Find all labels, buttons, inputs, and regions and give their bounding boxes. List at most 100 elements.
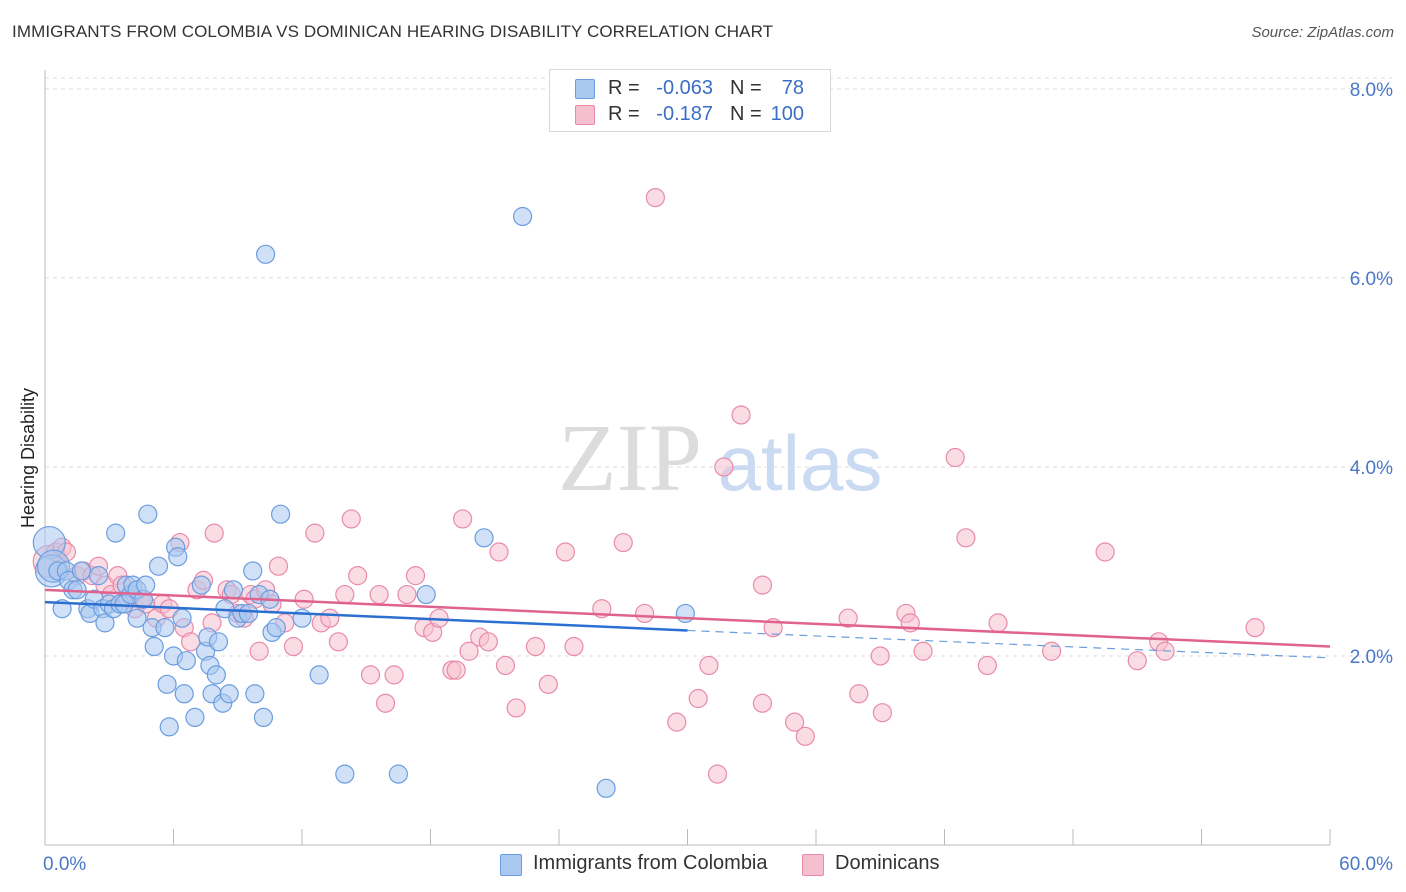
chart-title: IMMIGRANTS FROM COLOMBIA VS DOMINICAN HE…: [12, 22, 774, 41]
dominicans-point: [872, 703, 892, 723]
correlation-stats-box: R = -0.063 N = 78 R = -0.187 N = 100: [549, 69, 831, 132]
r-value: -0.187: [656, 103, 713, 125]
dominicans-point: [348, 566, 368, 586]
colombia-point: [243, 561, 263, 581]
y-tick-label: 4.0%: [1350, 458, 1393, 479]
dominicans-point: [489, 542, 509, 562]
dominicans-point: [752, 575, 773, 595]
colombia-point: [255, 244, 276, 264]
dominicans-point: [446, 660, 466, 680]
dominicans-point: [795, 726, 815, 746]
dominicans-point: [294, 589, 314, 609]
legend-label: Immigrants from Colombia: [533, 852, 768, 874]
dominicans-point: [360, 665, 381, 685]
colombia-trend-line: [44, 600, 688, 632]
colombia-point: [127, 608, 147, 628]
dominicans-point: [977, 655, 997, 676]
colombia-legend-swatch: [500, 854, 522, 876]
colombia-point: [191, 575, 211, 595]
colombia-point: [245, 684, 265, 704]
dominicans-point: [555, 542, 576, 562]
dominicans-swatch: [575, 105, 595, 125]
colombia-point: [206, 665, 226, 685]
dominicans-point: [1127, 651, 1147, 671]
trend-lines: [44, 588, 1331, 659]
y-tick-label: 8.0%: [1350, 80, 1393, 101]
dominicans-point: [506, 698, 526, 718]
dominicans-point: [870, 646, 890, 666]
dominicans-point: [849, 684, 869, 704]
zipatlas-watermark: ZIP atlas: [558, 404, 882, 511]
colombia-point: [174, 684, 194, 704]
dominicans-point: [945, 447, 965, 468]
dominicans-point: [752, 693, 773, 713]
y-tick-label: 2.0%: [1350, 647, 1393, 668]
dominicans-point: [707, 764, 728, 784]
colombia-point: [88, 566, 109, 586]
n-label: N =: [730, 103, 762, 125]
r-label: R =: [608, 103, 640, 125]
colombia-point: [168, 547, 188, 567]
dominicans-point: [635, 603, 655, 624]
source-label: Source: ZipAtlas.com: [1251, 24, 1394, 41]
dominicans-point: [1245, 618, 1265, 638]
colombia-point: [172, 608, 192, 628]
colombia-point: [309, 665, 329, 685]
dominicans-point: [495, 655, 516, 676]
colombia-point: [292, 608, 312, 628]
colombia-point: [95, 613, 115, 633]
dominicans-point: [268, 556, 289, 576]
colombia-point: [596, 778, 616, 798]
dominicans-point: [305, 523, 325, 543]
colombia-point: [155, 618, 175, 638]
dominicans-point: [320, 608, 340, 628]
n-value: 100: [770, 103, 804, 125]
dominicans-point: [335, 584, 355, 605]
x-tick-label: 0.0%: [43, 854, 86, 875]
dominicans-legend-swatch: [802, 854, 824, 876]
dominicans-point: [249, 641, 269, 661]
dominicans-point: [667, 712, 687, 732]
dominicans-point: [913, 641, 933, 661]
legend: Immigrants from Colombia Dominicans: [0, 850, 1406, 878]
colombia-point: [388, 764, 408, 784]
dominicans-point: [459, 641, 479, 661]
colombia-point: [138, 504, 158, 524]
colombia-trend-extension: [687, 629, 1331, 659]
n-value: 78: [781, 77, 804, 99]
dominicans-point: [731, 405, 751, 425]
legend-label: Dominicans: [835, 852, 940, 874]
dominicans-point: [478, 632, 498, 652]
dominicans-point: [375, 693, 396, 713]
dominicans-point: [283, 636, 304, 657]
colombia-point: [219, 684, 239, 704]
y-axis-title: Hearing Disability: [18, 388, 38, 528]
dominicans-point: [328, 632, 349, 652]
dominicans-point: [838, 608, 858, 628]
watermark-atlas: atlas: [718, 419, 883, 507]
x-tick-labels: 0.0% 60.0%: [43, 854, 1393, 875]
dominicans-point: [645, 187, 665, 208]
colombia-point: [157, 674, 177, 694]
dominicans-point: [1041, 641, 1062, 661]
colombia-point: [223, 580, 244, 600]
colombia-point: [474, 528, 494, 548]
dominicans-point: [525, 636, 546, 657]
colombia-point: [416, 584, 436, 605]
colombia-point: [159, 717, 179, 737]
colombia-point: [144, 636, 164, 657]
colombia-point: [335, 764, 355, 784]
stats-row-dominicans: R = -0.187 N = 100: [550, 101, 830, 127]
dominicans-point: [384, 665, 404, 685]
watermark-zip: ZIP: [558, 404, 702, 511]
colombia-point: [176, 651, 196, 671]
r-value: -0.063: [656, 77, 713, 99]
dominicans-point: [453, 509, 473, 529]
dominicans-point: [688, 688, 708, 709]
dominicans-point: [405, 566, 426, 586]
n-label: N =: [730, 77, 762, 99]
dominicans-point: [956, 528, 976, 548]
colombia-point: [675, 603, 695, 624]
dominicans-point: [988, 613, 1008, 633]
